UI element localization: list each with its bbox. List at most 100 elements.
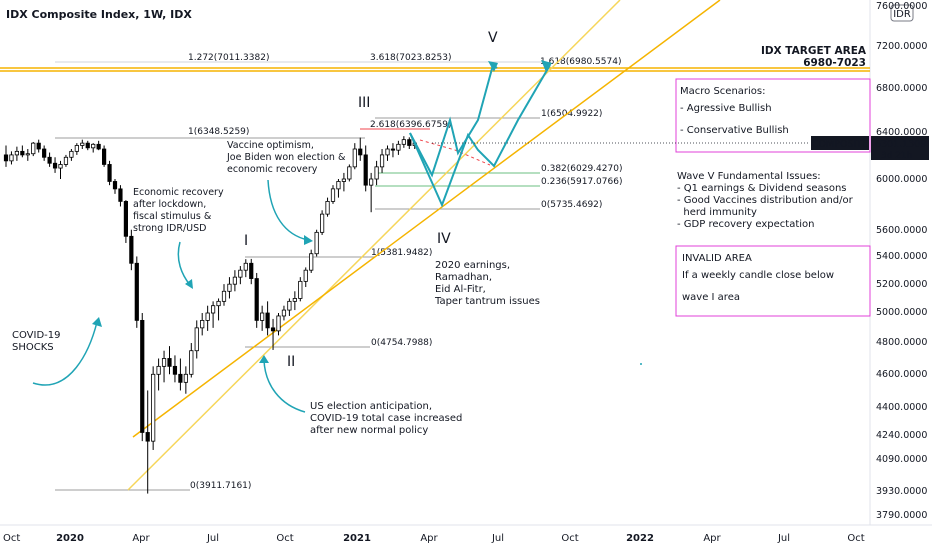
candle-body bbox=[69, 150, 74, 158]
candle-body bbox=[254, 278, 259, 321]
candle-body bbox=[358, 148, 363, 156]
candle-body bbox=[325, 200, 330, 215]
candle-body bbox=[221, 290, 227, 302]
candle-body bbox=[330, 188, 336, 202]
price-axis-label: 6000.0000 bbox=[876, 174, 927, 185]
candle-body bbox=[385, 148, 390, 156]
earnings-line-2: Ramadhan, bbox=[435, 272, 492, 283]
candle-body bbox=[9, 154, 14, 162]
vaccine-arrow bbox=[267, 179, 309, 241]
covid-annotation: COVID-19 SHOCKS bbox=[12, 330, 61, 353]
earnings-line-1: 2020 earnings, bbox=[435, 260, 510, 271]
candle-body bbox=[276, 315, 281, 332]
recovery-line-3: fiscal stimulus & bbox=[133, 211, 212, 222]
candle-body bbox=[58, 164, 63, 169]
candle-body bbox=[314, 231, 319, 255]
candle-body bbox=[31, 142, 36, 155]
fundamentals-line-4: herd immunity bbox=[677, 207, 757, 218]
candle-body bbox=[47, 156, 52, 164]
target-area-range: 6980-7023 bbox=[803, 57, 866, 69]
time-axis-label: Apr bbox=[420, 533, 438, 544]
candle-body bbox=[42, 148, 47, 158]
candle-body bbox=[200, 319, 205, 329]
us-election-line-2: COVID-19 total case increased bbox=[310, 413, 462, 424]
candle-body bbox=[379, 154, 385, 168]
time-axis-label: Apr bbox=[703, 533, 721, 544]
fundamentals-line-3: - Good Vaccines distribution and/or bbox=[677, 195, 854, 206]
candle-body bbox=[396, 143, 401, 151]
time-axis-label: Oct bbox=[3, 533, 20, 544]
fib-label-0-right: 0(5735.4692) bbox=[541, 200, 602, 210]
candle-body bbox=[249, 262, 254, 279]
wave-i-label: I bbox=[244, 233, 248, 249]
macro-conservative: - Conservative Bullish bbox=[680, 125, 789, 136]
vaccine-annotation: Vaccine optimism, Joe Biden won election… bbox=[226, 140, 346, 175]
candle-body bbox=[265, 312, 270, 329]
vaccine-arrowhead bbox=[304, 235, 313, 245]
price-axis-label: 3930.0000 bbox=[876, 486, 927, 497]
vaccine-line-3: economic recovery bbox=[227, 164, 318, 175]
price-axis-label: 7600.0000 bbox=[876, 1, 927, 12]
conservative-path bbox=[409, 64, 551, 208]
macro-title: Macro Scenarios: bbox=[680, 86, 766, 97]
vaccine-line-1: Vaccine optimism, bbox=[227, 140, 314, 151]
candle-body bbox=[102, 148, 107, 165]
candle-body bbox=[270, 327, 276, 332]
wave-ii-label: II bbox=[287, 354, 295, 370]
candle-body bbox=[281, 309, 287, 317]
fib-label-3618: 3.618(7023.8253) bbox=[370, 53, 451, 63]
fib-label-0236: 0.236(5917.0766) bbox=[541, 177, 622, 187]
price-axis-label: 5000.0000 bbox=[876, 307, 927, 318]
candle-body bbox=[194, 327, 199, 352]
price-axis-label: 4090.0000 bbox=[876, 454, 927, 465]
recovery-annotation: Economic recovery after lockdown, fiscal… bbox=[133, 187, 224, 234]
candle-body bbox=[210, 305, 216, 314]
price-tag bbox=[871, 136, 929, 160]
fib-label-1272: 1.272(7011.3382) bbox=[188, 53, 269, 63]
arrowhead-conservative bbox=[541, 60, 552, 72]
us-election-arrow bbox=[263, 359, 306, 413]
currency-badge[interactable] bbox=[890, 4, 914, 22]
price-tag-countdown: 3d 21h bbox=[881, 151, 912, 161]
fundamentals-line-5: - GDP recovery expectation bbox=[677, 219, 814, 230]
candle-body bbox=[407, 139, 412, 146]
time-axis: Oct 2020 Apr Jul Oct 2021 Apr Jul Oct 2022 Apr Jul O… bbox=[3, 533, 865, 544]
time-axis-label: Jul bbox=[777, 533, 790, 544]
candle-body bbox=[232, 276, 237, 285]
candle-body bbox=[25, 153, 30, 156]
currency-badge-label: IDR bbox=[893, 9, 911, 20]
us-election-line-3: after new normal policy bbox=[310, 425, 428, 436]
price-axis-label: 7200.0000 bbox=[876, 41, 927, 52]
price-axis-label: 4240.0000 bbox=[876, 430, 927, 441]
price-axis-label: 4600.0000 bbox=[876, 369, 927, 380]
price-axis-label: 6400.0000 bbox=[876, 127, 927, 138]
price-axis-label: 6800.0000 bbox=[876, 83, 927, 94]
candle-body bbox=[156, 365, 161, 375]
candle-body bbox=[369, 178, 374, 186]
candle-body bbox=[319, 213, 325, 233]
candle-body bbox=[167, 358, 172, 367]
covid-arrow bbox=[32, 321, 98, 386]
earnings-line-3: Eid Al-Fitr, bbox=[435, 284, 486, 295]
candle-body bbox=[347, 166, 352, 180]
invalid-line-1: If a weekly candle close below bbox=[682, 270, 834, 281]
price-axis-label: 4800.0000 bbox=[876, 337, 927, 348]
candle-body bbox=[374, 166, 379, 180]
time-axis-label: 2022 bbox=[626, 533, 654, 544]
fib-label-0-mid: 0(4754.7988) bbox=[371, 338, 432, 348]
fib-label-0382: 0.382(6029.4270) bbox=[541, 164, 622, 174]
time-axis-label: Jul bbox=[491, 533, 504, 544]
price-axis-label: 5600.0000 bbox=[876, 225, 927, 236]
candle-body bbox=[36, 142, 41, 150]
time-axis-label: Oct bbox=[847, 533, 864, 544]
candle-body bbox=[363, 154, 368, 186]
stray-mark bbox=[640, 363, 642, 365]
price-tag-value: 6301.1309 bbox=[875, 139, 926, 150]
time-axis-label: Jul bbox=[206, 533, 219, 544]
wave-iv-label: IV bbox=[437, 231, 451, 247]
time-axis-label: 2021 bbox=[343, 533, 371, 544]
candle-body bbox=[118, 188, 123, 202]
time-axis-label: Apr bbox=[132, 533, 150, 544]
candle-body bbox=[336, 181, 341, 190]
covid-arrowhead bbox=[92, 317, 102, 327]
